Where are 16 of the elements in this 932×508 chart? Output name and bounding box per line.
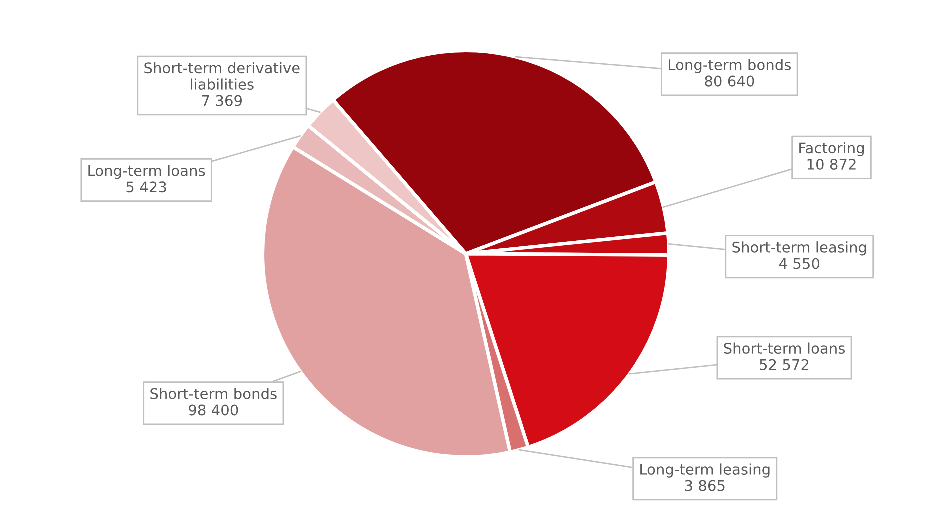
slice-label: Long-term loans (88, 165, 206, 180)
slice-label: Short-term leasing (732, 242, 866, 256)
data-label: 98 400 (189, 404, 238, 416)
slice-label: Short-term bonds (150, 388, 277, 400)
data-label: 7 369 (202, 95, 242, 106)
slice-label: Long-term bonds (669, 59, 792, 74)
slice-label: Short-term loans (724, 342, 846, 354)
slice-label: Long-term leasing (640, 464, 770, 478)
data-label: 3 865 (685, 480, 725, 492)
slice-label: Factoring (800, 142, 864, 156)
slice-label: Short-term derivative liabilities (144, 62, 300, 90)
data-label: 4 550 (779, 258, 820, 270)
data-label: 5 423 (126, 182, 166, 193)
data-label: 52 572 (760, 359, 809, 370)
data-label: 10 872 (808, 158, 856, 170)
data-label: 80 640 (705, 76, 754, 87)
